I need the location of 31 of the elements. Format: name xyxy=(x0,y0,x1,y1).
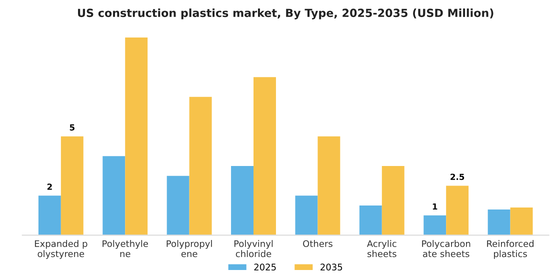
x-tick-label: Polyvinyl chloride xyxy=(234,240,273,258)
data-label: 2.5 xyxy=(450,174,464,180)
bar xyxy=(60,136,84,236)
bar xyxy=(488,210,510,236)
bar xyxy=(231,166,254,236)
bar xyxy=(424,215,446,236)
legend-label: 2025 xyxy=(254,264,276,270)
x-tick-label: Expanded p olystyrene xyxy=(34,240,88,259)
bar xyxy=(510,208,533,236)
bar xyxy=(254,77,276,236)
bar xyxy=(166,176,190,236)
bar xyxy=(125,38,148,236)
x-tick-label: Others xyxy=(303,240,332,248)
x-tick-label: Polycarbon ate sheets xyxy=(422,240,470,258)
bar xyxy=(189,96,212,236)
x-tick-label: Polypropyl ene xyxy=(166,240,212,258)
x-tick-label: Reinforced plastics xyxy=(487,240,534,259)
data-label: 5 xyxy=(70,124,74,131)
chart-title: US construction plastics market, By Type, 2025-2035 (USD Million) xyxy=(78,8,494,20)
legend-label: 2035 xyxy=(320,264,342,270)
bar xyxy=(102,156,126,236)
x-tick-label: Acrylic sheets xyxy=(366,240,396,258)
data-label: 2 xyxy=(47,184,52,190)
x-tick-label: Polyethyle ne xyxy=(102,240,148,258)
bar xyxy=(359,206,382,236)
bar xyxy=(446,186,469,236)
bar xyxy=(318,136,340,236)
bar xyxy=(295,196,318,236)
data-label: 1 xyxy=(432,203,438,210)
bar xyxy=(38,196,61,236)
bar xyxy=(382,166,404,236)
